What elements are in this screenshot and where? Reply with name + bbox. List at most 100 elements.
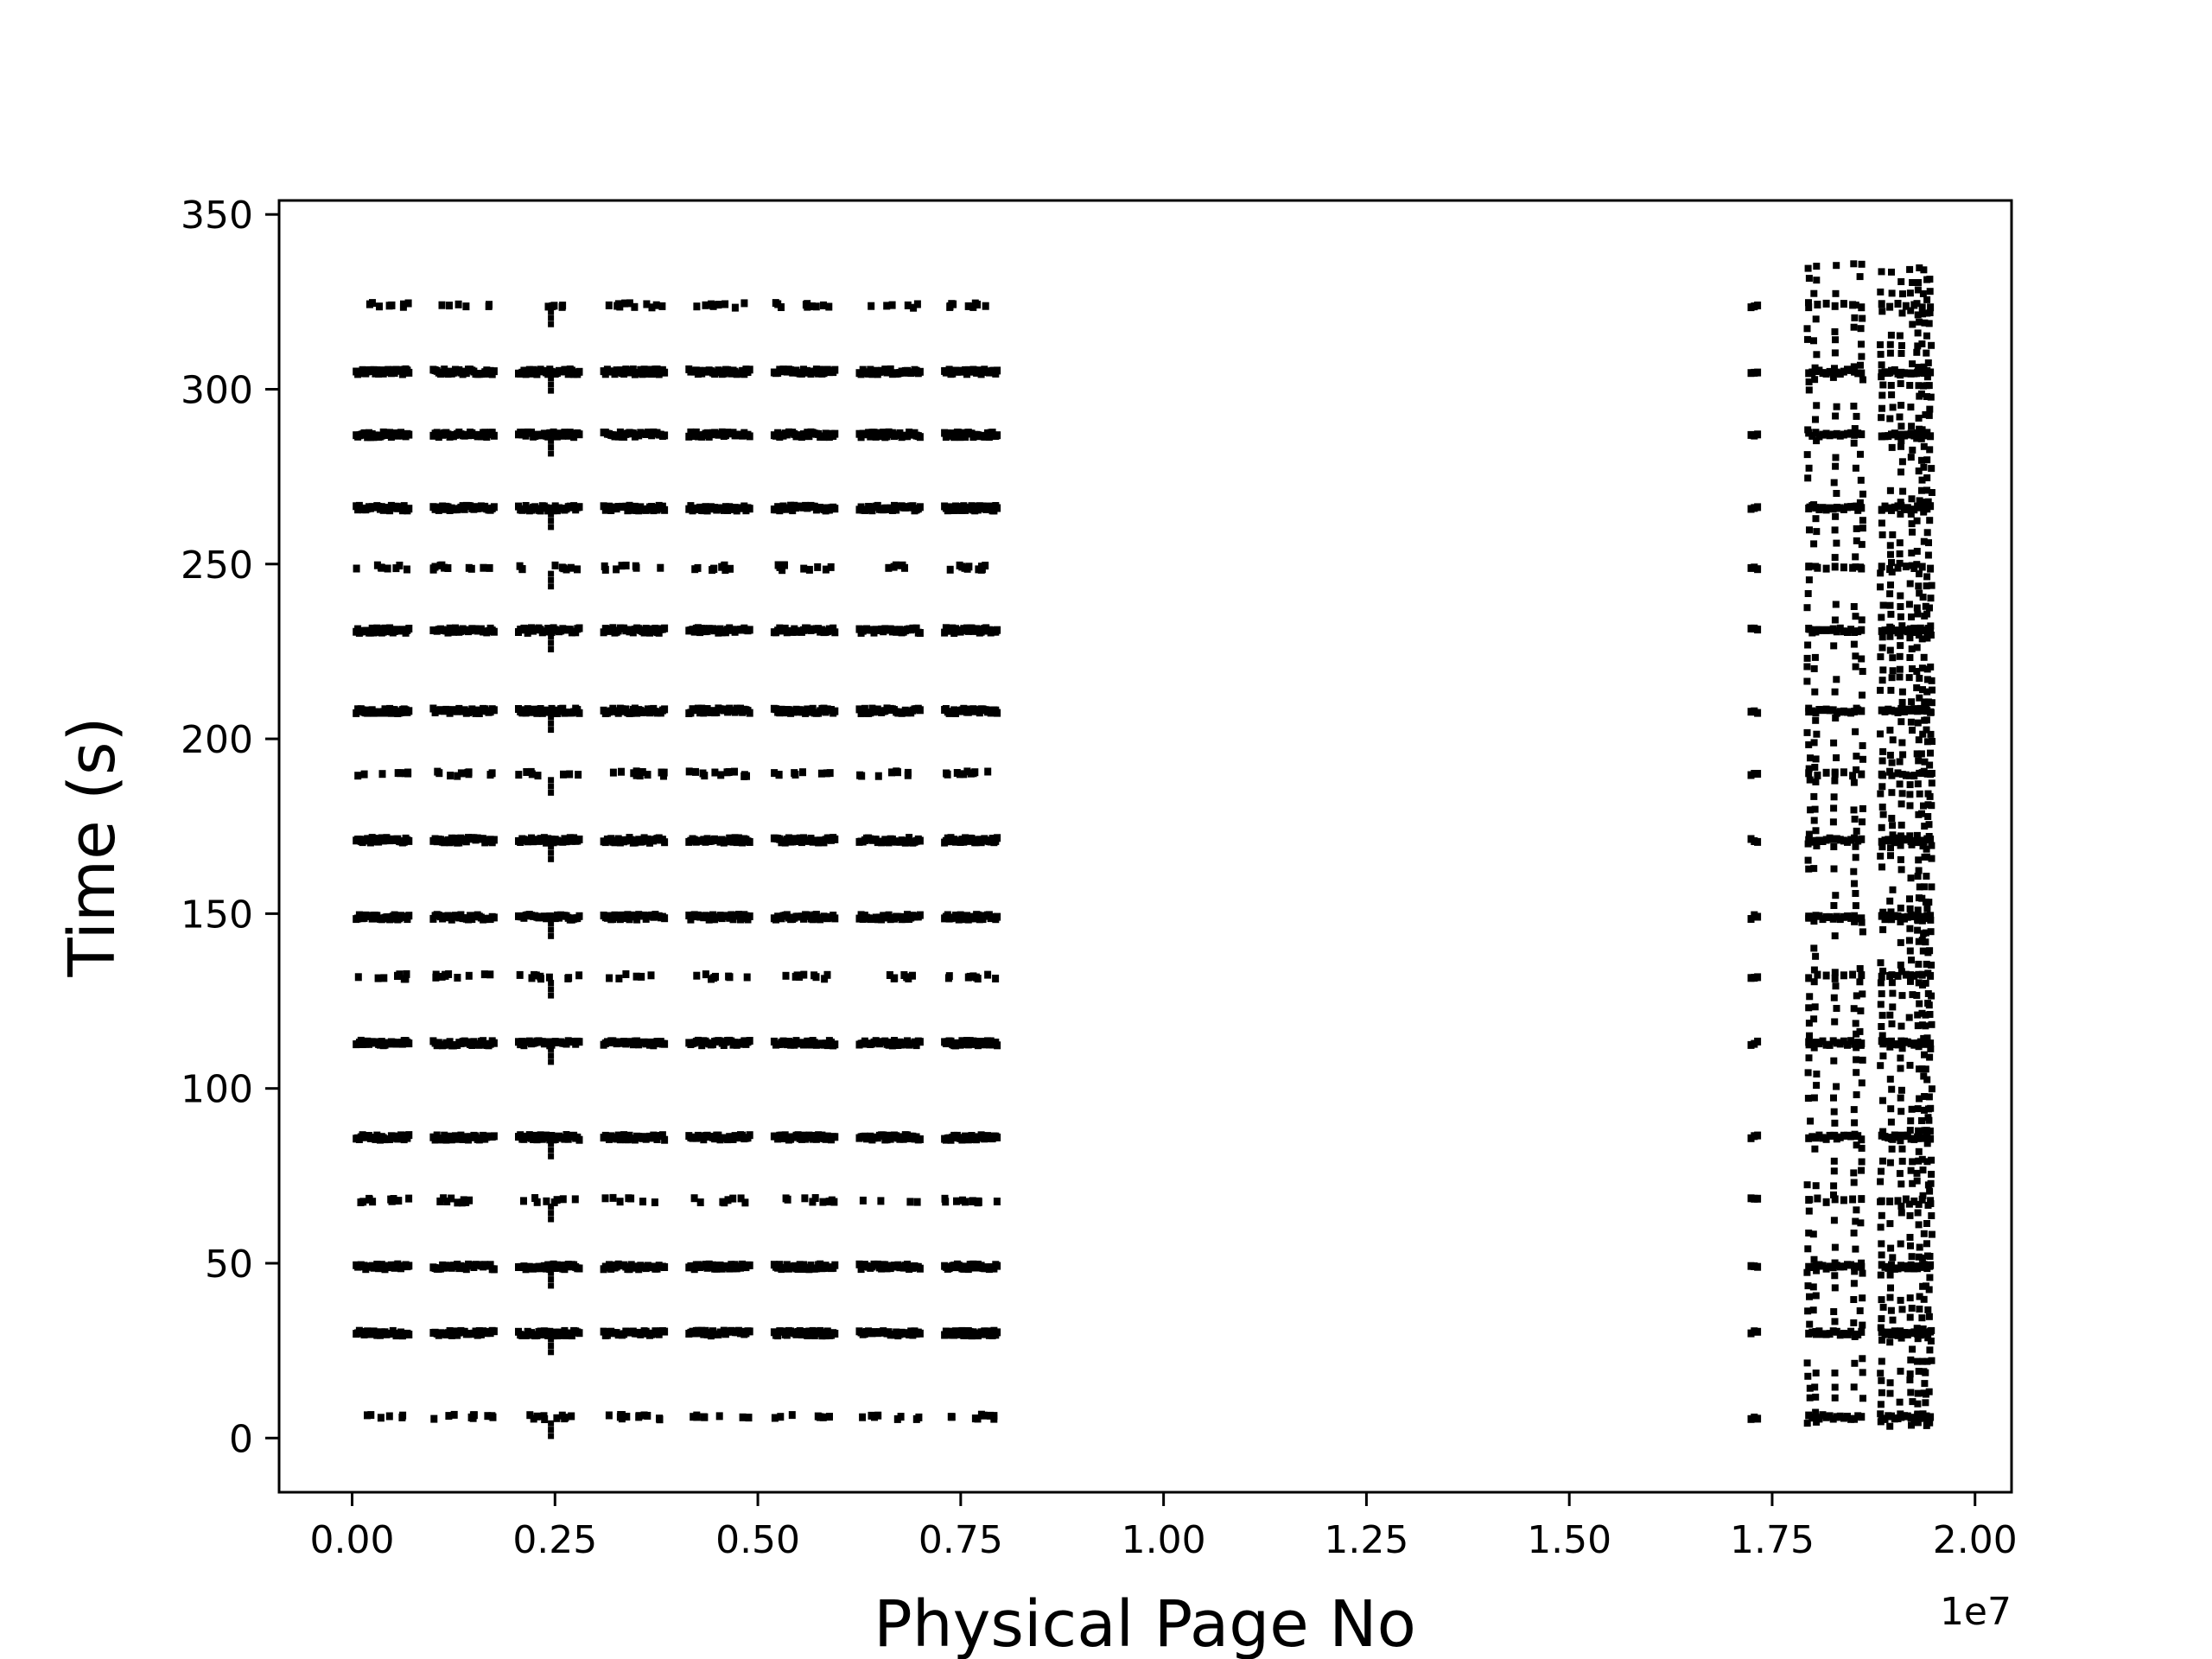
- data-point: [1754, 430, 1762, 439]
- data-point: [1813, 437, 1821, 445]
- data-point: [1831, 1383, 1839, 1391]
- data-point: [548, 980, 555, 986]
- data-point: [1913, 1169, 1921, 1177]
- data-point: [994, 709, 1001, 717]
- data-point: [1906, 781, 1914, 789]
- data-point: [796, 973, 804, 981]
- data-point: [1811, 764, 1819, 771]
- data-point: [779, 566, 786, 575]
- x-tick-label: 1.25: [1324, 1518, 1408, 1562]
- data-point: [1856, 965, 1864, 972]
- data-point: [1819, 915, 1827, 924]
- data-point: [857, 370, 865, 378]
- data-point: [1858, 1327, 1866, 1336]
- data-point: [548, 1210, 555, 1217]
- data-point: [564, 974, 572, 982]
- data-point: [1914, 1011, 1922, 1019]
- data-point: [725, 972, 733, 981]
- data-point: [812, 365, 820, 374]
- data-point: [685, 767, 693, 776]
- data-point: [1923, 573, 1931, 581]
- data-point: [1852, 902, 1859, 910]
- data-point: [1812, 416, 1819, 423]
- data-point: [1812, 315, 1820, 323]
- data-point: [741, 1198, 749, 1207]
- data-point: [1898, 1306, 1906, 1313]
- data-point: [650, 369, 658, 378]
- data-point: [1878, 677, 1886, 684]
- data-point: [1851, 1268, 1859, 1275]
- data-point: [540, 834, 548, 842]
- data-point: [1822, 768, 1830, 777]
- data-point: [777, 1413, 785, 1421]
- data-point: [1925, 899, 1933, 906]
- data-point: [1906, 832, 1914, 840]
- data-point: [1877, 730, 1884, 738]
- data-point: [1920, 463, 1928, 471]
- data-point: [575, 624, 583, 632]
- data-point: [515, 771, 523, 779]
- data-point: [575, 503, 583, 512]
- data-point: [1851, 425, 1859, 432]
- data-point: [1879, 1303, 1887, 1311]
- data-point: [1886, 1011, 1894, 1019]
- data-point: [791, 771, 799, 779]
- data-point: [548, 633, 555, 640]
- data-point: [1889, 1254, 1897, 1262]
- data-point: [831, 365, 839, 374]
- data-point: [1896, 559, 1904, 567]
- data-point: [1858, 1195, 1866, 1204]
- data-point: [1805, 741, 1813, 748]
- data-point: [1850, 323, 1858, 331]
- data-point: [1926, 947, 1934, 955]
- data-point: [1878, 414, 1885, 422]
- data-point: [1913, 1177, 1921, 1185]
- data-point: [1803, 1420, 1811, 1427]
- data-point: [868, 302, 875, 310]
- data-point: [1879, 1157, 1886, 1165]
- data-point: [1926, 1053, 1934, 1061]
- data-point: [1927, 1104, 1935, 1112]
- data-point: [1830, 793, 1838, 801]
- data-point: [1914, 917, 1922, 925]
- data-point: [1899, 751, 1907, 759]
- data-point: [1919, 1325, 1927, 1332]
- data-point: [403, 969, 410, 978]
- data-point: [1887, 1284, 1894, 1292]
- data-point: [1836, 708, 1844, 716]
- data-point: [1819, 369, 1827, 378]
- x-tick-label: 0.75: [918, 1518, 1003, 1562]
- data-point: [1896, 550, 1904, 557]
- x-tick-label: 1.75: [1730, 1518, 1815, 1562]
- data-point: [1858, 430, 1866, 439]
- data-point: [916, 706, 924, 715]
- data-point: [1923, 770, 1931, 778]
- data-point: [1856, 499, 1864, 506]
- data-point: [1804, 840, 1812, 848]
- data-point: [1826, 706, 1834, 715]
- data-point: [1879, 967, 1887, 975]
- data-point: [1927, 622, 1935, 630]
- data-point: [1878, 1251, 1885, 1259]
- data-point: [485, 302, 493, 310]
- data-point: [616, 1198, 624, 1206]
- data-point: [548, 849, 555, 856]
- data-point: [1886, 1338, 1894, 1346]
- data-point: [962, 1198, 969, 1206]
- data-point: [1877, 583, 1884, 591]
- data-point: [1916, 790, 1923, 798]
- data-point: [1830, 902, 1838, 909]
- data-point: [1915, 856, 1923, 864]
- data-point: [613, 302, 621, 310]
- data-point: [1830, 642, 1838, 650]
- data-point: [1806, 1293, 1813, 1300]
- data-point: [457, 769, 465, 778]
- data-point: [1840, 1196, 1847, 1205]
- data-point: [1927, 432, 1935, 441]
- data-point: [516, 970, 524, 979]
- data-point: [400, 975, 408, 983]
- data-point: [1831, 349, 1839, 357]
- data-point: [1913, 561, 1921, 569]
- data-point: [365, 1195, 373, 1204]
- data-point: [480, 970, 488, 979]
